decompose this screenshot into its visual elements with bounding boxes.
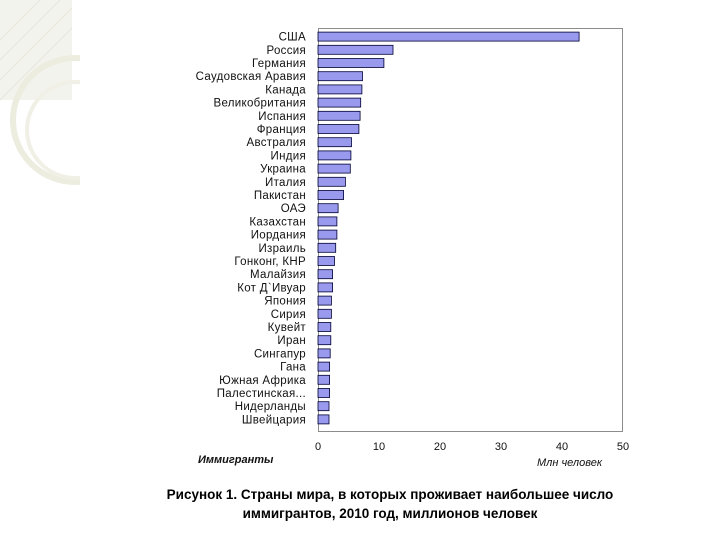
- category-label: Иран: [277, 335, 306, 347]
- x-tick-label: 30: [495, 441, 507, 453]
- category-label: Пакистан: [254, 190, 306, 202]
- category-label: Гана: [280, 362, 306, 374]
- bar: [317, 203, 339, 214]
- figure-caption: Рисунок 1. Страны мира, в которых прожив…: [100, 485, 680, 523]
- bar: [317, 282, 334, 293]
- bar: [317, 414, 330, 425]
- bar: [317, 361, 331, 372]
- category-label: Франция: [257, 124, 306, 136]
- category-label: Кувейт: [268, 322, 307, 334]
- bar: [317, 269, 334, 280]
- bar: [317, 256, 335, 266]
- bar: [317, 58, 385, 68]
- caption-line-2: иммигрантов, 2010 год, миллионов человек: [242, 506, 538, 521]
- bar: [317, 71, 363, 82]
- bar: [317, 190, 345, 200]
- category-label: Кот Д`Ивуар: [237, 282, 306, 294]
- x-tick-label: 40: [556, 441, 568, 453]
- x-tick-label: 10: [373, 441, 385, 453]
- bar: [317, 229, 338, 240]
- category-label: Иордания: [251, 230, 306, 242]
- bar: [317, 348, 331, 359]
- caption-line-1: Рисунок 1. Страны мира, в которых прожив…: [166, 487, 614, 502]
- bar: [317, 137, 352, 148]
- category-label: Малайзия: [250, 269, 306, 281]
- category-label: Япония: [264, 296, 306, 308]
- category-label: Палестинская...: [217, 388, 306, 400]
- category-label: Нидерланды: [235, 401, 306, 413]
- category-label: Италия: [265, 177, 306, 189]
- bar: [317, 308, 332, 319]
- category-label: Сингапур: [254, 348, 306, 360]
- category-label: Россия: [266, 45, 306, 57]
- category-label: США: [279, 32, 306, 44]
- category-label: Австралия: [246, 137, 306, 149]
- bar: [317, 322, 332, 332]
- bar: [317, 110, 361, 121]
- bar: [317, 295, 332, 306]
- category-label: Саудовская Аравия: [196, 71, 306, 83]
- category-label: Швейцария: [242, 414, 306, 426]
- decorative-circles: [0, 0, 80, 185]
- y-axis-title: Иммигранты: [198, 454, 274, 466]
- bar: [317, 388, 331, 398]
- x-tick-label: 50: [617, 441, 629, 453]
- bar: [317, 124, 360, 134]
- bar: [317, 374, 331, 385]
- category-label: Индия: [271, 150, 306, 162]
- category-label: Украина: [260, 164, 306, 176]
- category-label: ОАЭ: [281, 203, 306, 215]
- bar: [317, 176, 346, 187]
- category-label: Испания: [258, 111, 306, 123]
- bar: [317, 150, 352, 161]
- x-axis-unit: Млн человек: [537, 457, 603, 469]
- bar: [317, 335, 332, 346]
- category-label: Израиль: [258, 243, 306, 255]
- bar: [317, 44, 394, 55]
- category-label: Сирия: [271, 309, 306, 321]
- bar: [317, 401, 330, 412]
- category-label: Великобритания: [213, 98, 306, 110]
- bar: [317, 84, 363, 95]
- bar: [317, 242, 337, 253]
- category-label: Гонконг, КНР: [234, 256, 306, 268]
- category-label: Южная Африка: [219, 375, 306, 387]
- x-tick-label: 0: [315, 441, 321, 453]
- category-label: Канада: [265, 84, 306, 96]
- bar: [317, 216, 338, 227]
- category-label: Германия: [252, 58, 306, 70]
- x-tick-label: 20: [434, 441, 446, 453]
- bar: [317, 97, 362, 108]
- bar: [317, 31, 580, 42]
- bar: [317, 163, 351, 174]
- category-label: Казахстан: [249, 216, 306, 228]
- plot-area: [318, 28, 623, 432]
